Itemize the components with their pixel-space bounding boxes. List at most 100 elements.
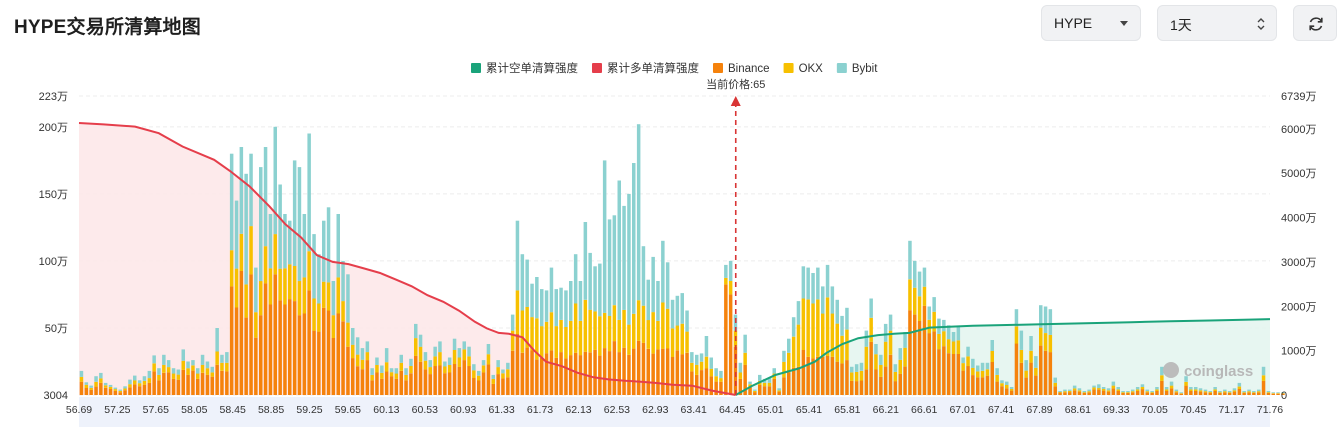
bar-binance	[263, 283, 268, 395]
bar-binance	[259, 315, 263, 395]
bar-bybit	[922, 267, 927, 287]
bar-okx	[312, 298, 316, 331]
bar-okx	[661, 302, 665, 349]
bar-binance	[472, 378, 476, 395]
bar-okx	[806, 299, 810, 357]
time-range-select[interactable]: 1天	[1157, 5, 1277, 41]
bar-bybit	[549, 267, 554, 313]
bar-binance	[515, 334, 520, 395]
bar-okx	[1281, 393, 1285, 394]
bar-bybit	[777, 388, 781, 391]
refresh-button[interactable]	[1293, 5, 1337, 41]
bar-binance	[1174, 392, 1179, 395]
bar-binance	[89, 389, 93, 395]
bar-binance	[200, 372, 205, 395]
bar-binance	[322, 307, 326, 395]
bar-bybit	[573, 254, 578, 304]
bar-okx	[249, 226, 253, 275]
bar-bybit	[636, 124, 641, 301]
bar-bybit	[244, 173, 248, 285]
bar-binance	[370, 380, 374, 395]
bar-bybit	[641, 246, 646, 306]
bar-bybit	[462, 341, 466, 350]
bar-okx	[859, 370, 864, 381]
bar-binance	[738, 378, 743, 395]
bar-binance	[501, 378, 505, 395]
bar-binance	[748, 387, 752, 395]
bar-bybit	[210, 366, 214, 373]
bar-okx	[850, 372, 854, 381]
bar-bybit	[966, 346, 970, 357]
bar-binance	[893, 381, 898, 395]
bar-bybit	[903, 332, 907, 348]
bar-bybit	[719, 370, 723, 379]
bar-okx	[89, 388, 93, 390]
bar-bybit	[259, 167, 263, 282]
bar-bybit	[515, 220, 520, 291]
bar-bybit	[811, 273, 815, 304]
bar-okx	[147, 378, 152, 383]
bar-binance	[985, 375, 990, 395]
coinglass-logo-icon	[1163, 362, 1179, 378]
bar-binance	[443, 373, 447, 395]
bar-okx	[1039, 327, 1043, 346]
bar-binance	[1252, 393, 1256, 395]
bar-bybit	[622, 205, 626, 310]
bar-binance	[1082, 393, 1087, 395]
bar-okx	[544, 321, 549, 354]
bar-binance	[1261, 380, 1266, 395]
bar-bybit	[791, 317, 796, 337]
bar-okx	[617, 319, 621, 353]
bar-binance	[1005, 388, 1009, 395]
bar-binance	[1000, 386, 1004, 395]
bar-bybit	[423, 352, 428, 361]
bar-bybit	[680, 293, 684, 324]
bar-okx	[278, 268, 282, 301]
bar-bybit	[1029, 336, 1033, 351]
legend-label: 累计空单清算强度	[486, 61, 578, 75]
bar-binance	[278, 300, 282, 395]
bar-okx	[1179, 393, 1183, 394]
bar-okx	[525, 307, 529, 348]
bar-okx	[288, 264, 292, 300]
bar-binance	[709, 376, 713, 395]
symbol-select[interactable]: HYPE	[1041, 5, 1141, 41]
bar-okx	[840, 335, 844, 364]
bar-binance	[297, 315, 302, 395]
bar-bybit	[317, 254, 321, 304]
bar-binance	[1106, 391, 1111, 395]
bar-binance	[772, 378, 776, 395]
bar-bybit	[956, 326, 961, 341]
bar-okx	[728, 281, 733, 295]
bar-okx	[157, 374, 161, 381]
bar-bybit	[1203, 389, 1208, 392]
y-left-tick-label: 50万	[45, 323, 68, 335]
bar-okx	[346, 322, 350, 347]
bar-binance	[593, 349, 597, 395]
bar-bybit	[389, 368, 394, 373]
bar-binance	[418, 361, 423, 395]
bar-binance	[937, 349, 941, 395]
bar-binance	[758, 384, 762, 395]
bar-binance	[535, 359, 539, 395]
bar-bybit	[288, 220, 292, 265]
bar-okx	[646, 320, 650, 349]
bar-bybit	[825, 264, 830, 298]
bar-okx	[244, 284, 248, 318]
bar-okx	[767, 382, 772, 387]
bar-okx	[467, 356, 471, 367]
bar-okx	[1048, 334, 1053, 353]
bar-okx	[326, 282, 331, 311]
bar-binance	[1198, 391, 1203, 395]
bar-bybit	[1155, 387, 1159, 390]
bar-bybit	[443, 361, 447, 367]
bar-okx	[1223, 391, 1227, 393]
bar-okx	[1145, 391, 1149, 393]
bar-binance	[283, 304, 287, 395]
x-tick-label: 71.17	[1218, 404, 1244, 416]
bar-binance	[1155, 391, 1159, 395]
bar-bybit	[477, 370, 481, 376]
x-tick-label: 57.25	[104, 404, 130, 416]
bar-bybit	[627, 193, 631, 325]
